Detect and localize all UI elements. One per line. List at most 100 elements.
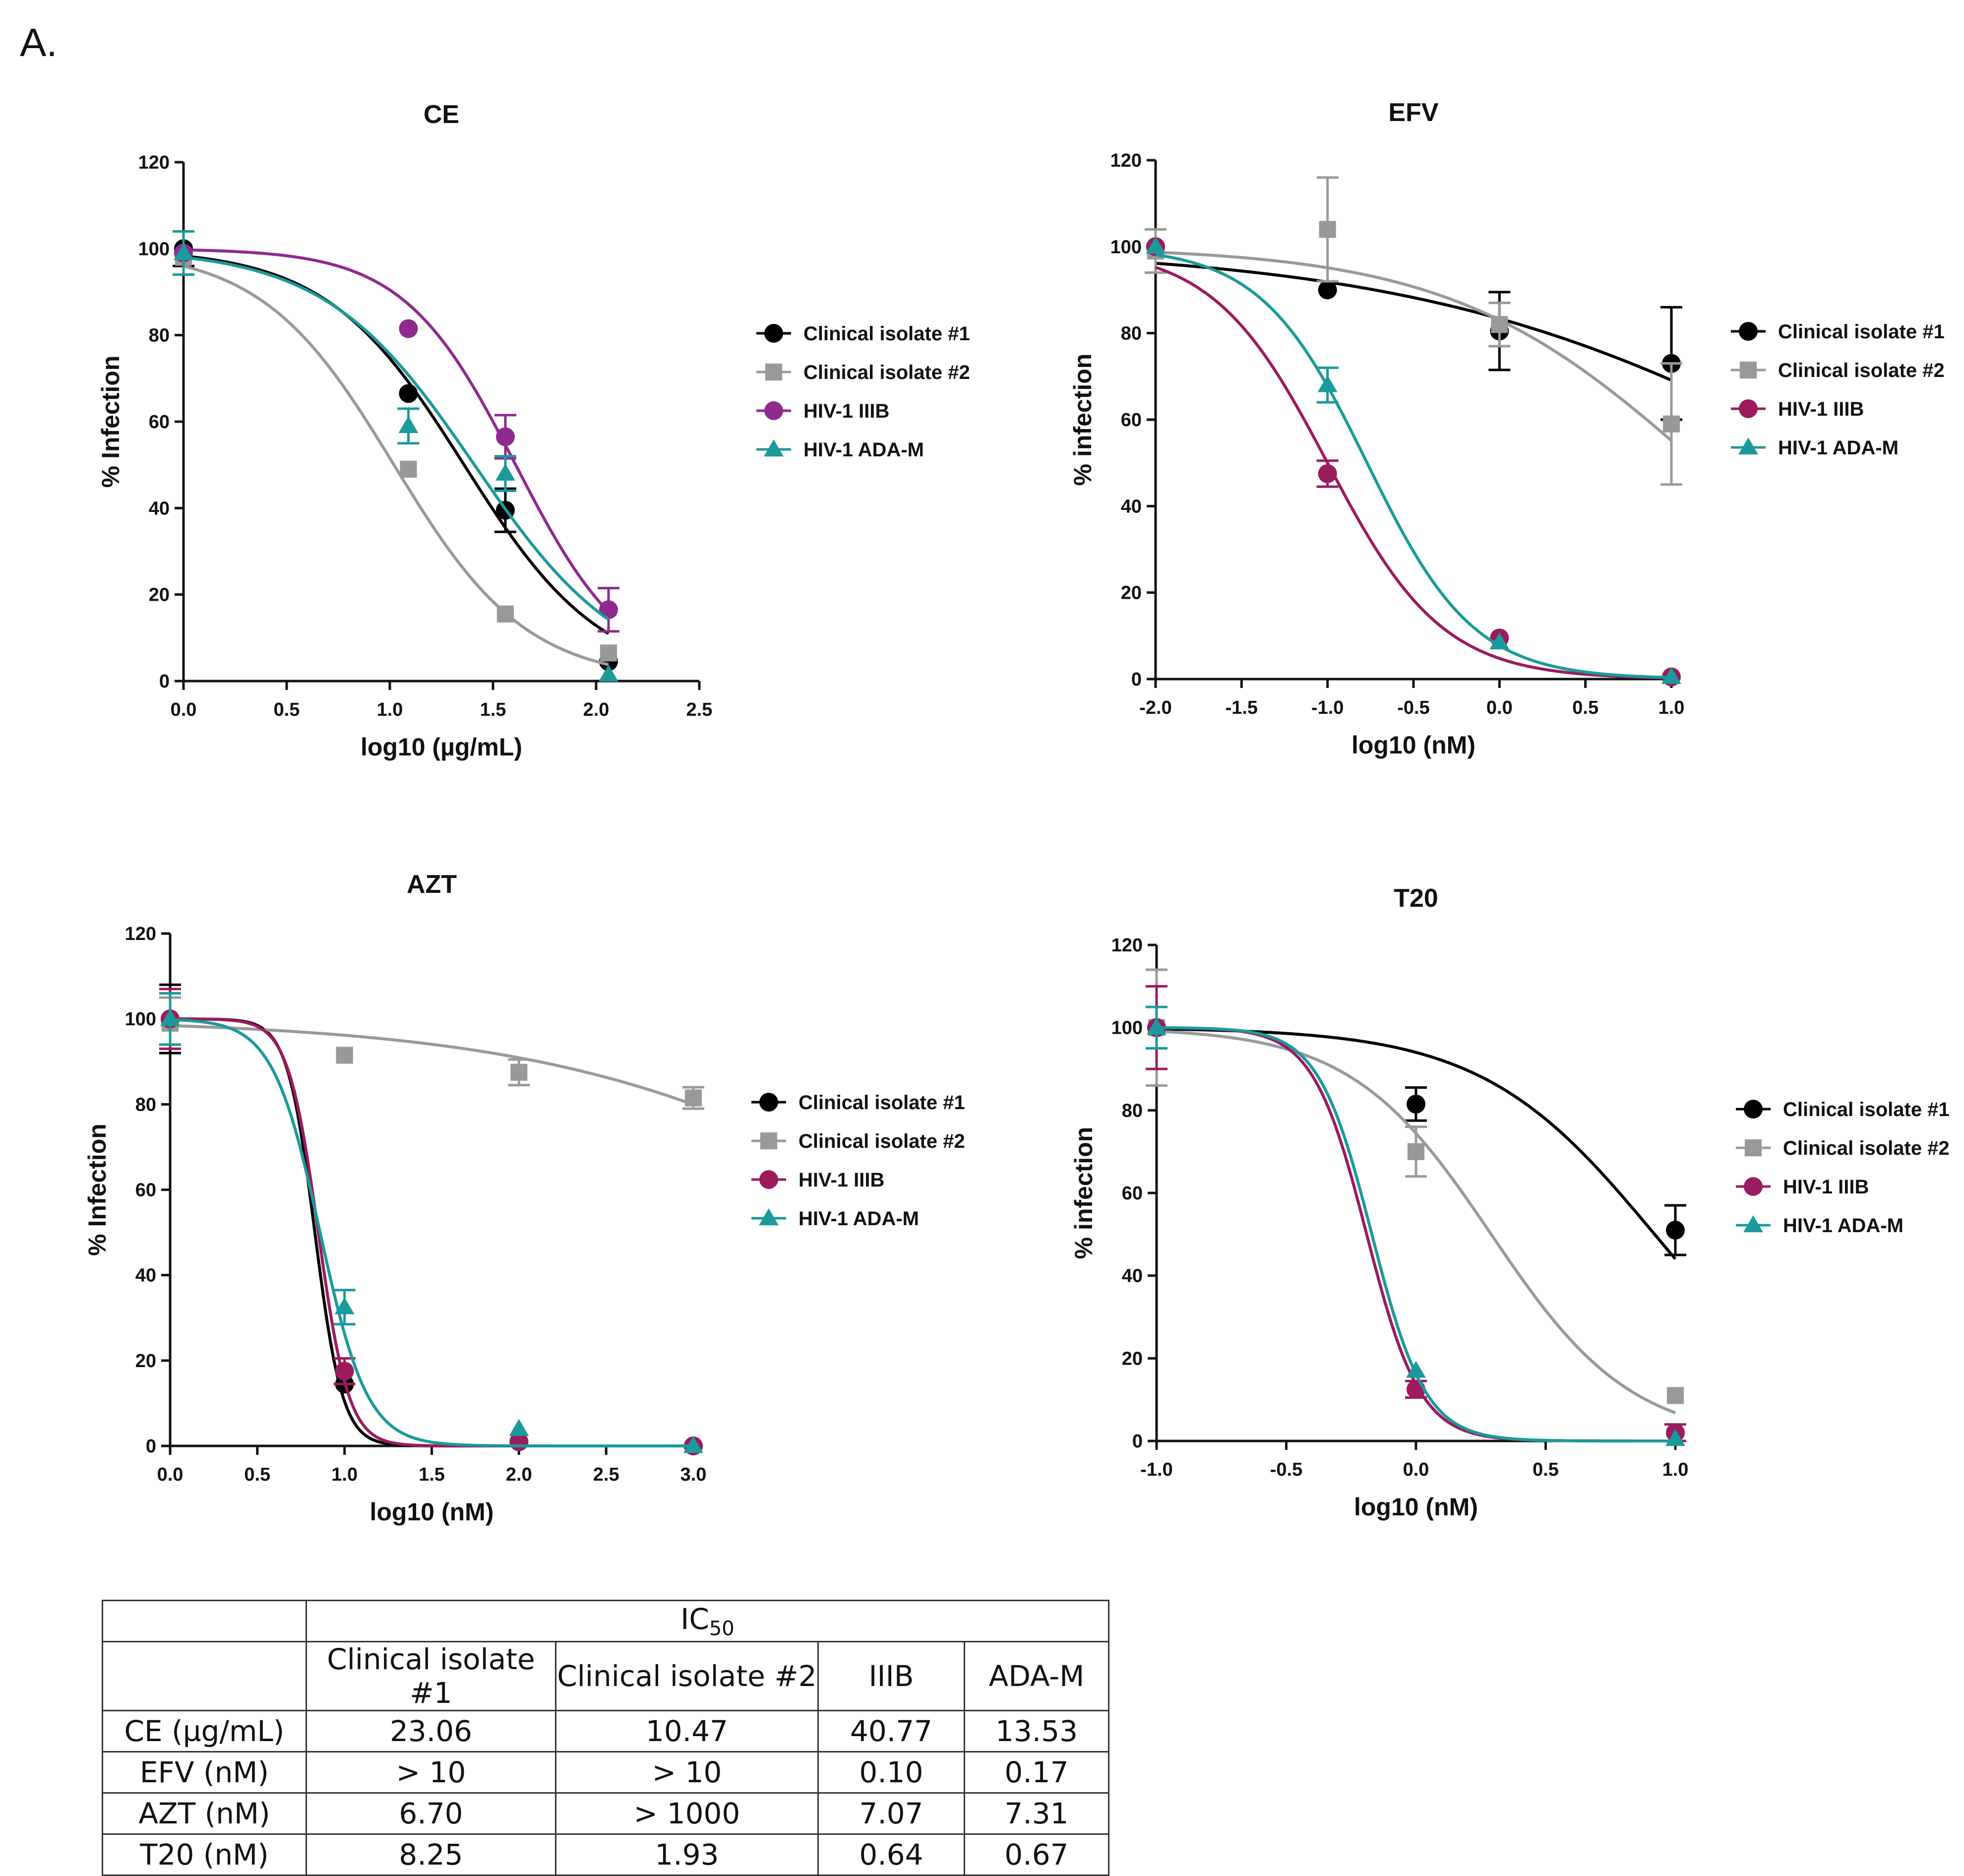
legend-item: Clinical isolate #2 (756, 362, 970, 383)
fit-curve (1155, 266, 1672, 680)
fit-curve (183, 264, 609, 666)
series-hiv-1-ada-m (159, 992, 703, 1453)
y-tick-label: 40 (1122, 1266, 1143, 1287)
table-row-label: AZT (nM) (102, 1792, 307, 1835)
t20-chart: -1.0 -0.5 0.0 0.5 1.0 0 20 40 60 80 100 120 T20 log10… (1070, 884, 1950, 1521)
legend-item: Clinical isolate #1 (1736, 1099, 1950, 1121)
legend-label: HIV-1 ADA-M (798, 1208, 919, 1230)
chart-title: CE (424, 100, 459, 129)
table-column-header: ADA-M (964, 1641, 1109, 1711)
x-tick-label: 2.0 (506, 1464, 532, 1485)
y-tick-label: 40 (149, 498, 170, 519)
table-cell: > 1000 (555, 1792, 819, 1835)
legend-item: HIV-1 ADA-M (756, 439, 924, 461)
data-point (1318, 280, 1337, 300)
table-cell: > 10 (306, 1751, 556, 1794)
data-point (398, 416, 419, 433)
table-row-label: EFV (nM) (102, 1751, 307, 1794)
legend-label: HIV-1 ADA-M (1778, 437, 1899, 459)
x-axis-label: log10 (nM) (1354, 1493, 1478, 1521)
data-point (334, 1297, 355, 1314)
data-point (1146, 237, 1166, 254)
series-clinical-isolate-2 (1146, 968, 1684, 1415)
table-cell: 0.10 (817, 1751, 965, 1794)
legend-item: Clinical isolate #1 (1731, 321, 1945, 343)
y-tick-label: 0 (1131, 669, 1142, 690)
fit-curve (170, 1024, 694, 1106)
x-tick-label: 0.0 (157, 1464, 184, 1485)
data-point (683, 1436, 703, 1453)
legend-item: HIV-1 IIIB (751, 1169, 884, 1191)
x-tick-label: -0.5 (1270, 1459, 1302, 1480)
data-point (1319, 221, 1336, 238)
x-axis-label: log10 (nM) (1351, 731, 1475, 759)
x-tick-label: 3.0 (680, 1464, 707, 1485)
legend-label: HIV-1 IIIB (1778, 398, 1864, 420)
legend-item: HIV-1 ADA-M (751, 1208, 919, 1230)
legend-marker (765, 363, 783, 381)
data-point (400, 460, 417, 478)
table-cell: 7.07 (817, 1792, 965, 1835)
table-row-label: CE (µg/mL) (102, 1710, 307, 1752)
y-tick-label: 80 (1121, 323, 1142, 344)
legend-label: HIV-1 ADA-M (1783, 1215, 1903, 1237)
series-clinical-isolate-2 (159, 996, 704, 1110)
legend: Clinical isolate #1 Clinical isolate #2 HI… (751, 1092, 965, 1230)
table-row-label: T20 (nM) (102, 1833, 307, 1876)
legend-item: HIV-1 IIIB (1731, 398, 1864, 420)
y-tick-label: 40 (1121, 496, 1142, 517)
figure: 0.0 0.5 1.0 1.5 2.0 2.5 0 20 40 60 80 100 120 CE log10… (83, 98, 1950, 1526)
azt-chart: 0.0 0.5 1.0 1.5 2.0 2.5 3.0 0 20 40 60 80 100 120 AZT l… (83, 870, 965, 1526)
legend: Clinical isolate #1 Clinical isolate #2 HI… (1731, 321, 1945, 459)
table-group-header-row: IC50 (102, 1600, 1109, 1642)
y-tick-label: 120 (125, 924, 156, 944)
y-tick-label: 20 (149, 585, 170, 606)
x-tick-label: 2.5 (686, 699, 713, 720)
legend-marker (1738, 438, 1758, 455)
legend-item: Clinical isolate #2 (1736, 1137, 1950, 1159)
legend-marker (759, 1093, 778, 1112)
x-tick-label: 1.0 (1658, 697, 1685, 718)
legend-label: Clinical isolate #2 (1778, 360, 1945, 381)
x-tick-label: -1.0 (1140, 1459, 1172, 1480)
data-point (1407, 1094, 1425, 1114)
data-point (399, 319, 418, 338)
legend-label: Clinical isolate #1 (1778, 321, 1945, 343)
data-point (684, 1089, 702, 1107)
x-tick-label: 0.5 (1572, 697, 1598, 718)
series-hiv-1-ada-m (173, 230, 618, 682)
legend-item: Clinical isolate #2 (751, 1130, 965, 1152)
data-point (1491, 316, 1508, 333)
table-corner-cell (102, 1641, 307, 1711)
x-tick-label: 0.5 (274, 699, 300, 720)
fit-curve (1155, 261, 1672, 382)
x-tick-label: 1.0 (1662, 1459, 1689, 1480)
legend-label: Clinical isolate #2 (803, 362, 970, 383)
legend-marker (759, 1208, 779, 1226)
y-tick-label: 0 (1132, 1431, 1143, 1452)
series-clinical-isolate-2 (175, 249, 617, 666)
legend-marker (1743, 1215, 1763, 1233)
y-tick-label: 20 (135, 1351, 156, 1372)
legend-marker (1744, 1100, 1763, 1119)
legend-marker (760, 1132, 778, 1150)
legend-label: Clinical isolate #2 (1783, 1137, 1950, 1159)
data-point (1662, 415, 1680, 433)
fit-curve (183, 254, 610, 635)
x-tick-label: -1.5 (1226, 697, 1258, 718)
table-row: CE (µg/mL) 23.06 10.47 40.77 13.53 (102, 1710, 1109, 1752)
data-point (399, 384, 418, 403)
y-axis-label: % Infection (97, 356, 124, 488)
x-tick-label: 1.5 (419, 1464, 445, 1485)
y-tick-label: 60 (1122, 1183, 1143, 1204)
legend-label: Clinical isolate #1 (798, 1092, 965, 1114)
series-hiv-1-iiib (174, 244, 619, 633)
x-tick-label: 2.0 (583, 699, 610, 720)
table-cell: > 10 (555, 1751, 819, 1794)
y-tick-label: 0 (146, 1436, 156, 1457)
x-tick-label: -0.5 (1397, 697, 1429, 718)
legend-item: Clinical isolate #2 (1731, 360, 1945, 381)
legend-label: Clinical isolate #1 (1783, 1099, 1950, 1121)
data-point (1666, 1221, 1685, 1240)
x-tick-label: 1.5 (480, 699, 506, 720)
